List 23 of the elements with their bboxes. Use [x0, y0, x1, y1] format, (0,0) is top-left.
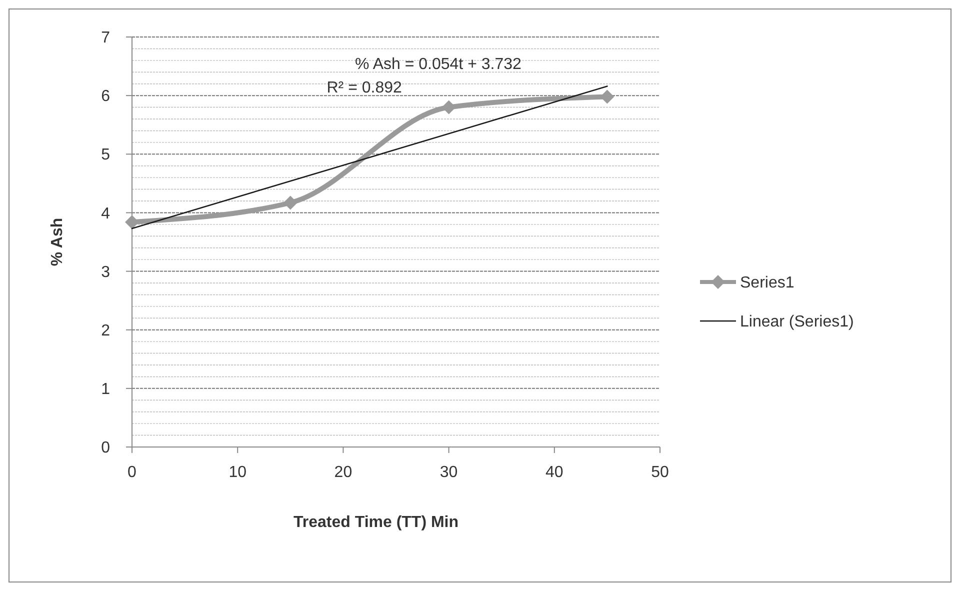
y-tick-label: 6: [101, 88, 110, 106]
x-tick-label: 50: [651, 464, 669, 481]
legend-label: Series1: [740, 274, 794, 292]
legend-label: Linear (Series1): [740, 314, 854, 331]
y-tick-label: 3: [101, 264, 110, 281]
x-tick-label: 20: [334, 464, 352, 481]
y-tick-label: 0: [101, 440, 110, 457]
point: [283, 196, 298, 210]
x-tick-label: 30: [440, 464, 458, 481]
x-axis-title: Treated Time (TT) Min: [293, 514, 459, 531]
point: [442, 100, 456, 114]
point: [125, 215, 139, 230]
x-tick-label: 10: [228, 464, 247, 481]
x-tick-label: 0: [128, 464, 137, 481]
annotation: R² = 0.892: [326, 80, 402, 97]
y-tick-label: 7: [101, 30, 110, 47]
x-tick-label: 40: [546, 464, 564, 481]
y-tick-label: 2: [101, 322, 110, 340]
y-tick-label: 4: [101, 205, 110, 222]
annotation: % Ash = 0.054t + 3.732: [355, 56, 522, 74]
y-tick-label: 1: [101, 381, 110, 398]
y-axis-title: % Ash: [49, 218, 66, 266]
y-tick-label: 5: [101, 146, 110, 164]
